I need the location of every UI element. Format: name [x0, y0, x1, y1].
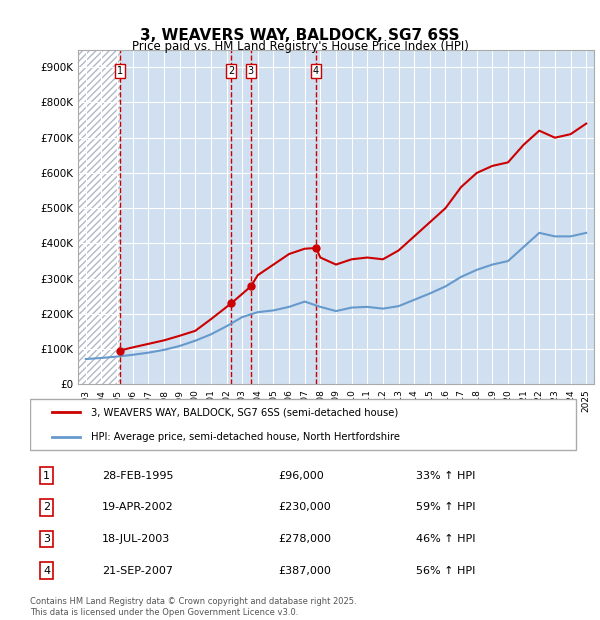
Text: 56% ↑ HPI: 56% ↑ HPI [416, 565, 476, 575]
Text: £96,000: £96,000 [278, 471, 324, 480]
Text: 3: 3 [43, 534, 50, 544]
Text: 2: 2 [228, 66, 235, 76]
Text: HPI: Average price, semi-detached house, North Hertfordshire: HPI: Average price, semi-detached house,… [91, 432, 400, 442]
Text: 19-APR-2002: 19-APR-2002 [102, 502, 173, 512]
Text: 1: 1 [43, 471, 50, 480]
Text: 46% ↑ HPI: 46% ↑ HPI [416, 534, 476, 544]
Text: £387,000: £387,000 [278, 565, 331, 575]
Text: 1: 1 [116, 66, 122, 76]
Text: 3: 3 [248, 66, 254, 76]
Text: 4: 4 [43, 565, 50, 575]
Text: Contains HM Land Registry data © Crown copyright and database right 2025.
This d: Contains HM Land Registry data © Crown c… [30, 598, 356, 617]
Bar [78, 50, 119, 384]
Text: Price paid vs. HM Land Registry's House Price Index (HPI): Price paid vs. HM Land Registry's House … [131, 40, 469, 53]
Text: 33% ↑ HPI: 33% ↑ HPI [416, 471, 476, 480]
Text: £230,000: £230,000 [278, 502, 331, 512]
Text: 59% ↑ HPI: 59% ↑ HPI [416, 502, 476, 512]
Text: 4: 4 [313, 66, 319, 76]
Text: 18-JUL-2003: 18-JUL-2003 [102, 534, 170, 544]
Text: £278,000: £278,000 [278, 534, 331, 544]
Text: 3, WEAVERS WAY, BALDOCK, SG7 6SS: 3, WEAVERS WAY, BALDOCK, SG7 6SS [140, 28, 460, 43]
Text: 28-FEB-1995: 28-FEB-1995 [102, 471, 173, 480]
FancyBboxPatch shape [30, 399, 577, 450]
Text: 2: 2 [43, 502, 50, 512]
Text: 21-SEP-2007: 21-SEP-2007 [102, 565, 173, 575]
Text: 3, WEAVERS WAY, BALDOCK, SG7 6SS (semi-detached house): 3, WEAVERS WAY, BALDOCK, SG7 6SS (semi-d… [91, 407, 398, 417]
